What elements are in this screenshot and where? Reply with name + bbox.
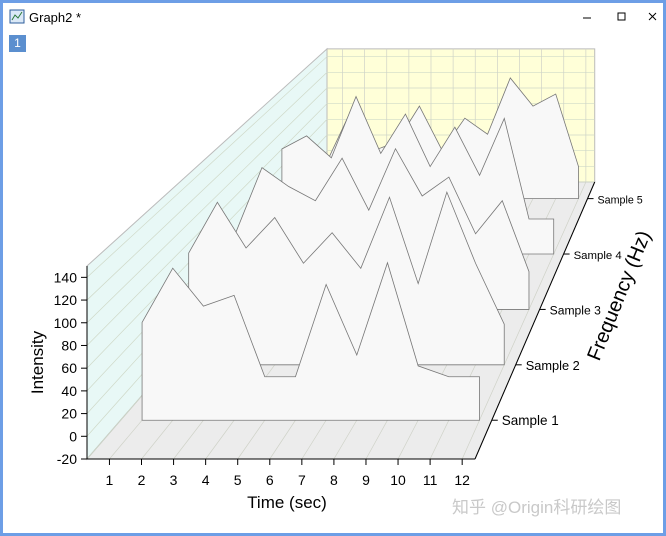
grid-line (86, 56, 595, 278)
x-tick-label: 10 (390, 472, 406, 488)
x-tick-label: 5 (234, 472, 242, 488)
title-bar: Graph2 * (3, 3, 663, 31)
grid-line (86, 71, 595, 301)
window-controls[interactable] (569, 5, 659, 29)
y-tick-label: 20 (61, 406, 77, 422)
grid-line (461, 48, 587, 460)
layer-label[interactable]: 1 (9, 35, 26, 52)
y-tick-label: 100 (54, 315, 78, 331)
y-tick-label: 140 (54, 269, 78, 285)
x-tick-label: 6 (266, 472, 274, 488)
x-tick-label: 3 (170, 472, 178, 488)
y-tick-label: 0 (69, 428, 77, 444)
series-area (188, 190, 505, 366)
x-axis-title: Time (sec) (247, 493, 327, 512)
x-tick-label: 8 (330, 472, 338, 488)
x-tick-label: 1 (106, 472, 114, 488)
x-tick-label: 11 (423, 472, 438, 488)
z-tick-label: Sample 3 (550, 303, 601, 317)
x-tick-label: 12 (454, 472, 470, 488)
series-area (141, 261, 480, 421)
y-tick-label: 120 (54, 292, 78, 308)
y-tick-label: 80 (61, 337, 77, 353)
x-tick-label: 9 (362, 472, 370, 488)
y-axis-title: Intensity (28, 330, 47, 394)
y-tick-label: 40 (61, 383, 77, 399)
x-tick-label: 4 (202, 472, 210, 488)
app-icon (9, 9, 25, 24)
x-tick-label: 2 (138, 472, 146, 488)
z-tick-label: Sample 1 (502, 413, 559, 428)
watermark: 知乎 @Origin科研绘图 (452, 498, 622, 517)
z-axis (474, 181, 596, 460)
maximize-button[interactable] (617, 12, 626, 21)
z-tick-label: Sample 4 (574, 250, 623, 262)
z-tick-label: Sample 2 (526, 358, 580, 373)
close-button[interactable] (648, 12, 657, 21)
y-tick-label: 60 (61, 360, 77, 376)
x-tick-label: 7 (298, 472, 306, 488)
y-tick-label: -20 (57, 451, 77, 467)
grid-line (86, 87, 595, 324)
z-tick-label: Sample 5 (598, 195, 643, 207)
z-axis-title: Frequency (Hz) (583, 228, 655, 364)
window-title: Graph2 * (29, 10, 82, 25)
